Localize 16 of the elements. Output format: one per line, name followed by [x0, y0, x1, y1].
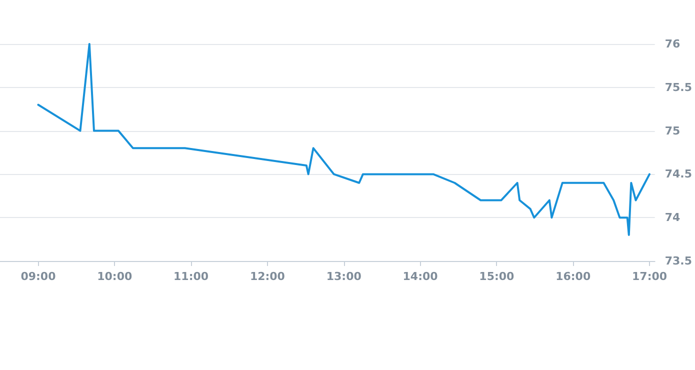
x-tick-label: 14:00 — [402, 270, 438, 283]
x-tick-label: 17:00 — [632, 270, 668, 283]
y-tick-label: 74 — [664, 211, 681, 224]
y-tick-label: 73.5 — [664, 254, 692, 268]
x-tick-label: 12:00 — [250, 270, 286, 283]
x-tick-label: 16:00 — [556, 270, 591, 283]
y-tick-label: 76 — [664, 38, 681, 50]
x-tick-label: 15:00 — [479, 270, 515, 283]
y-tick-label: 75 — [664, 124, 680, 138]
y-tick-label: 75.5 — [664, 80, 692, 94]
y-tick-label: 74.5 — [664, 168, 692, 181]
x-tick-label: 11:00 — [174, 270, 209, 283]
x-tick-label: 09:00 — [20, 270, 56, 283]
x-tick-label: 13:00 — [326, 270, 362, 283]
x-tick-label: 10:00 — [97, 270, 132, 283]
line-series — [37, 43, 651, 236]
